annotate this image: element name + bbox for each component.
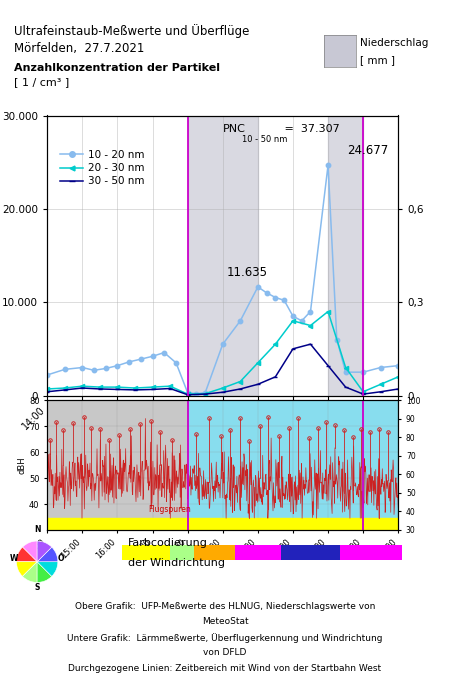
- Text: Mörfelden,  27.7.2021: Mörfelden, 27.7.2021: [14, 42, 144, 55]
- Wedge shape: [37, 561, 58, 576]
- Bar: [188, 400, 398, 530]
- Wedge shape: [37, 541, 52, 561]
- Text: Durchgezogene Linien: Zeitbereich mit Wind von der Startbahn West: Durchgezogene Linien: Zeitbereich mit Wi…: [68, 664, 382, 673]
- Text: =  37.307: = 37.307: [281, 124, 339, 134]
- Bar: [47, 518, 398, 530]
- Text: der Windrichtung: der Windrichtung: [128, 559, 225, 568]
- Text: O: O: [58, 554, 64, 563]
- Wedge shape: [22, 561, 37, 582]
- Text: Flugspuren: Flugspuren: [148, 505, 192, 514]
- Bar: [328, 116, 363, 395]
- Text: 24.677: 24.677: [347, 144, 389, 158]
- Wedge shape: [16, 547, 37, 562]
- Text: Obere Grafik:  UFP-Meßwerte des HLNUG, Niederschlagswerte von: Obere Grafik: UFP-Meßwerte des HLNUG, Ni…: [75, 602, 375, 611]
- Text: MeteoStat: MeteoStat: [202, 617, 248, 626]
- Text: 10 - 50 nm: 10 - 50 nm: [242, 135, 288, 144]
- Y-axis label: dBH: dBH: [17, 456, 26, 474]
- Legend: 10 - 20 nm, 20 - 30 nm, 30 - 50 nm: 10 - 20 nm, 20 - 30 nm, 30 - 50 nm: [56, 146, 149, 190]
- Text: Ultrafeinstaub-Meßwerte und Überflüge: Ultrafeinstaub-Meßwerte und Überflüge: [14, 25, 249, 38]
- Wedge shape: [37, 561, 52, 582]
- Text: 11.635: 11.635: [227, 266, 268, 279]
- Text: von DFLD: von DFLD: [203, 648, 247, 657]
- Text: N: N: [34, 525, 40, 533]
- Text: W: W: [9, 554, 18, 563]
- Text: S: S: [35, 584, 40, 592]
- Text: PNC: PNC: [223, 124, 246, 134]
- Text: [ 1 / cm³ ]: [ 1 / cm³ ]: [14, 77, 69, 87]
- Wedge shape: [37, 547, 58, 561]
- Text: Anzahlkonzentration der Partikel: Anzahlkonzentration der Partikel: [14, 63, 220, 73]
- Bar: [188, 116, 258, 395]
- Wedge shape: [22, 541, 37, 561]
- Text: Farbcodierung: Farbcodierung: [128, 538, 208, 547]
- Wedge shape: [16, 561, 37, 576]
- Text: Untere Grafik:  Lärmmeßwerte, Überflugerkennung und Windrichtung: Untere Grafik: Lärmmeßwerte, Überflugerk…: [67, 633, 383, 643]
- Text: [ mm ]: [ mm ]: [360, 55, 395, 65]
- Text: Niederschlag: Niederschlag: [360, 38, 428, 48]
